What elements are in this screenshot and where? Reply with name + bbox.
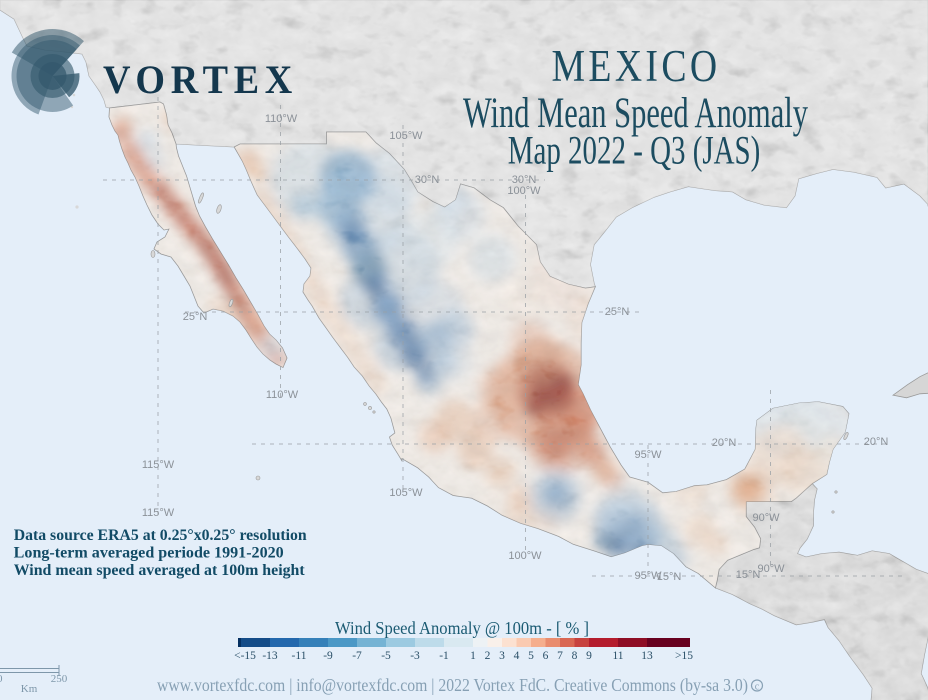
svg-text:95°W: 95°W: [634, 449, 662, 461]
svg-text:-11: -11: [292, 650, 307, 662]
svg-text:9: 9: [586, 650, 592, 662]
svg-text:110°W: 110°W: [266, 389, 299, 401]
svg-text:115°W: 115°W: [142, 459, 175, 471]
svg-text:>15: >15: [675, 650, 693, 662]
svg-text:VORTEX: VORTEX: [103, 57, 298, 102]
svg-text:7: 7: [557, 650, 563, 662]
svg-text:4: 4: [514, 650, 520, 662]
svg-text:105°W: 105°W: [389, 487, 423, 499]
svg-text:Long-term averaged periode 199: Long-term averaged periode 1991-2020: [14, 545, 284, 562]
svg-text:www.vortexfdc.com | info@vorte: www.vortexfdc.com | info@vortexfdc.com |…: [157, 675, 748, 695]
svg-text:20°N: 20°N: [712, 437, 737, 449]
svg-text:Km: Km: [21, 683, 38, 695]
svg-text:25°N: 25°N: [605, 306, 630, 318]
svg-text:8: 8: [572, 650, 578, 662]
svg-text:0: 0: [0, 673, 3, 685]
svg-text:90°W: 90°W: [752, 512, 780, 524]
svg-text:-5: -5: [381, 650, 391, 662]
svg-text:1: 1: [470, 650, 476, 662]
svg-text:11: 11: [612, 650, 623, 662]
svg-text:115°W: 115°W: [142, 507, 175, 519]
svg-text:100°W: 100°W: [507, 185, 541, 197]
svg-text:105°W: 105°W: [389, 130, 423, 142]
svg-text:13: 13: [641, 650, 653, 662]
svg-text:15°N: 15°N: [657, 571, 682, 583]
svg-text:3: 3: [499, 650, 505, 662]
svg-text:Wind Mean Speed Anomaly: Wind Mean Speed Anomaly: [463, 90, 808, 137]
svg-text:6: 6: [543, 650, 549, 662]
svg-text:-1: -1: [439, 650, 449, 662]
svg-text:95°W: 95°W: [634, 570, 662, 582]
svg-text:25°N: 25°N: [183, 311, 208, 323]
svg-text:-9: -9: [323, 650, 333, 662]
svg-text:-7: -7: [352, 650, 362, 662]
svg-text:30°N: 30°N: [512, 174, 537, 186]
svg-text:15°N: 15°N: [736, 569, 761, 581]
svg-text:20°N: 20°N: [864, 436, 889, 448]
svg-text:2: 2: [485, 650, 491, 662]
svg-text:Wind mean speed averaged at 10: Wind mean speed averaged at 100m height: [14, 562, 306, 579]
svg-text:-3: -3: [410, 650, 420, 662]
svg-text:Map 2022 - Q3 (JAS): Map 2022 - Q3 (JAS): [508, 128, 761, 173]
svg-text:30°N: 30°N: [415, 174, 440, 186]
svg-text:MEXICO: MEXICO: [552, 41, 721, 91]
svg-text:Wind Speed Anomaly @ 100m - [: Wind Speed Anomaly @ 100m - [ % ]: [335, 618, 589, 638]
svg-text:110°W: 110°W: [265, 113, 298, 125]
svg-text:<-15: <-15: [234, 650, 256, 662]
svg-text:100°W: 100°W: [508, 550, 542, 562]
svg-text:5: 5: [528, 650, 534, 662]
svg-text:c: c: [755, 682, 760, 693]
svg-text:250: 250: [51, 673, 68, 685]
svg-text:Data source ERA5 at 0.25°x0.25: Data source ERA5 at 0.25°x0.25° resoluti…: [14, 527, 307, 544]
svg-text:-13: -13: [262, 650, 278, 662]
svg-text:90°W: 90°W: [757, 563, 785, 575]
